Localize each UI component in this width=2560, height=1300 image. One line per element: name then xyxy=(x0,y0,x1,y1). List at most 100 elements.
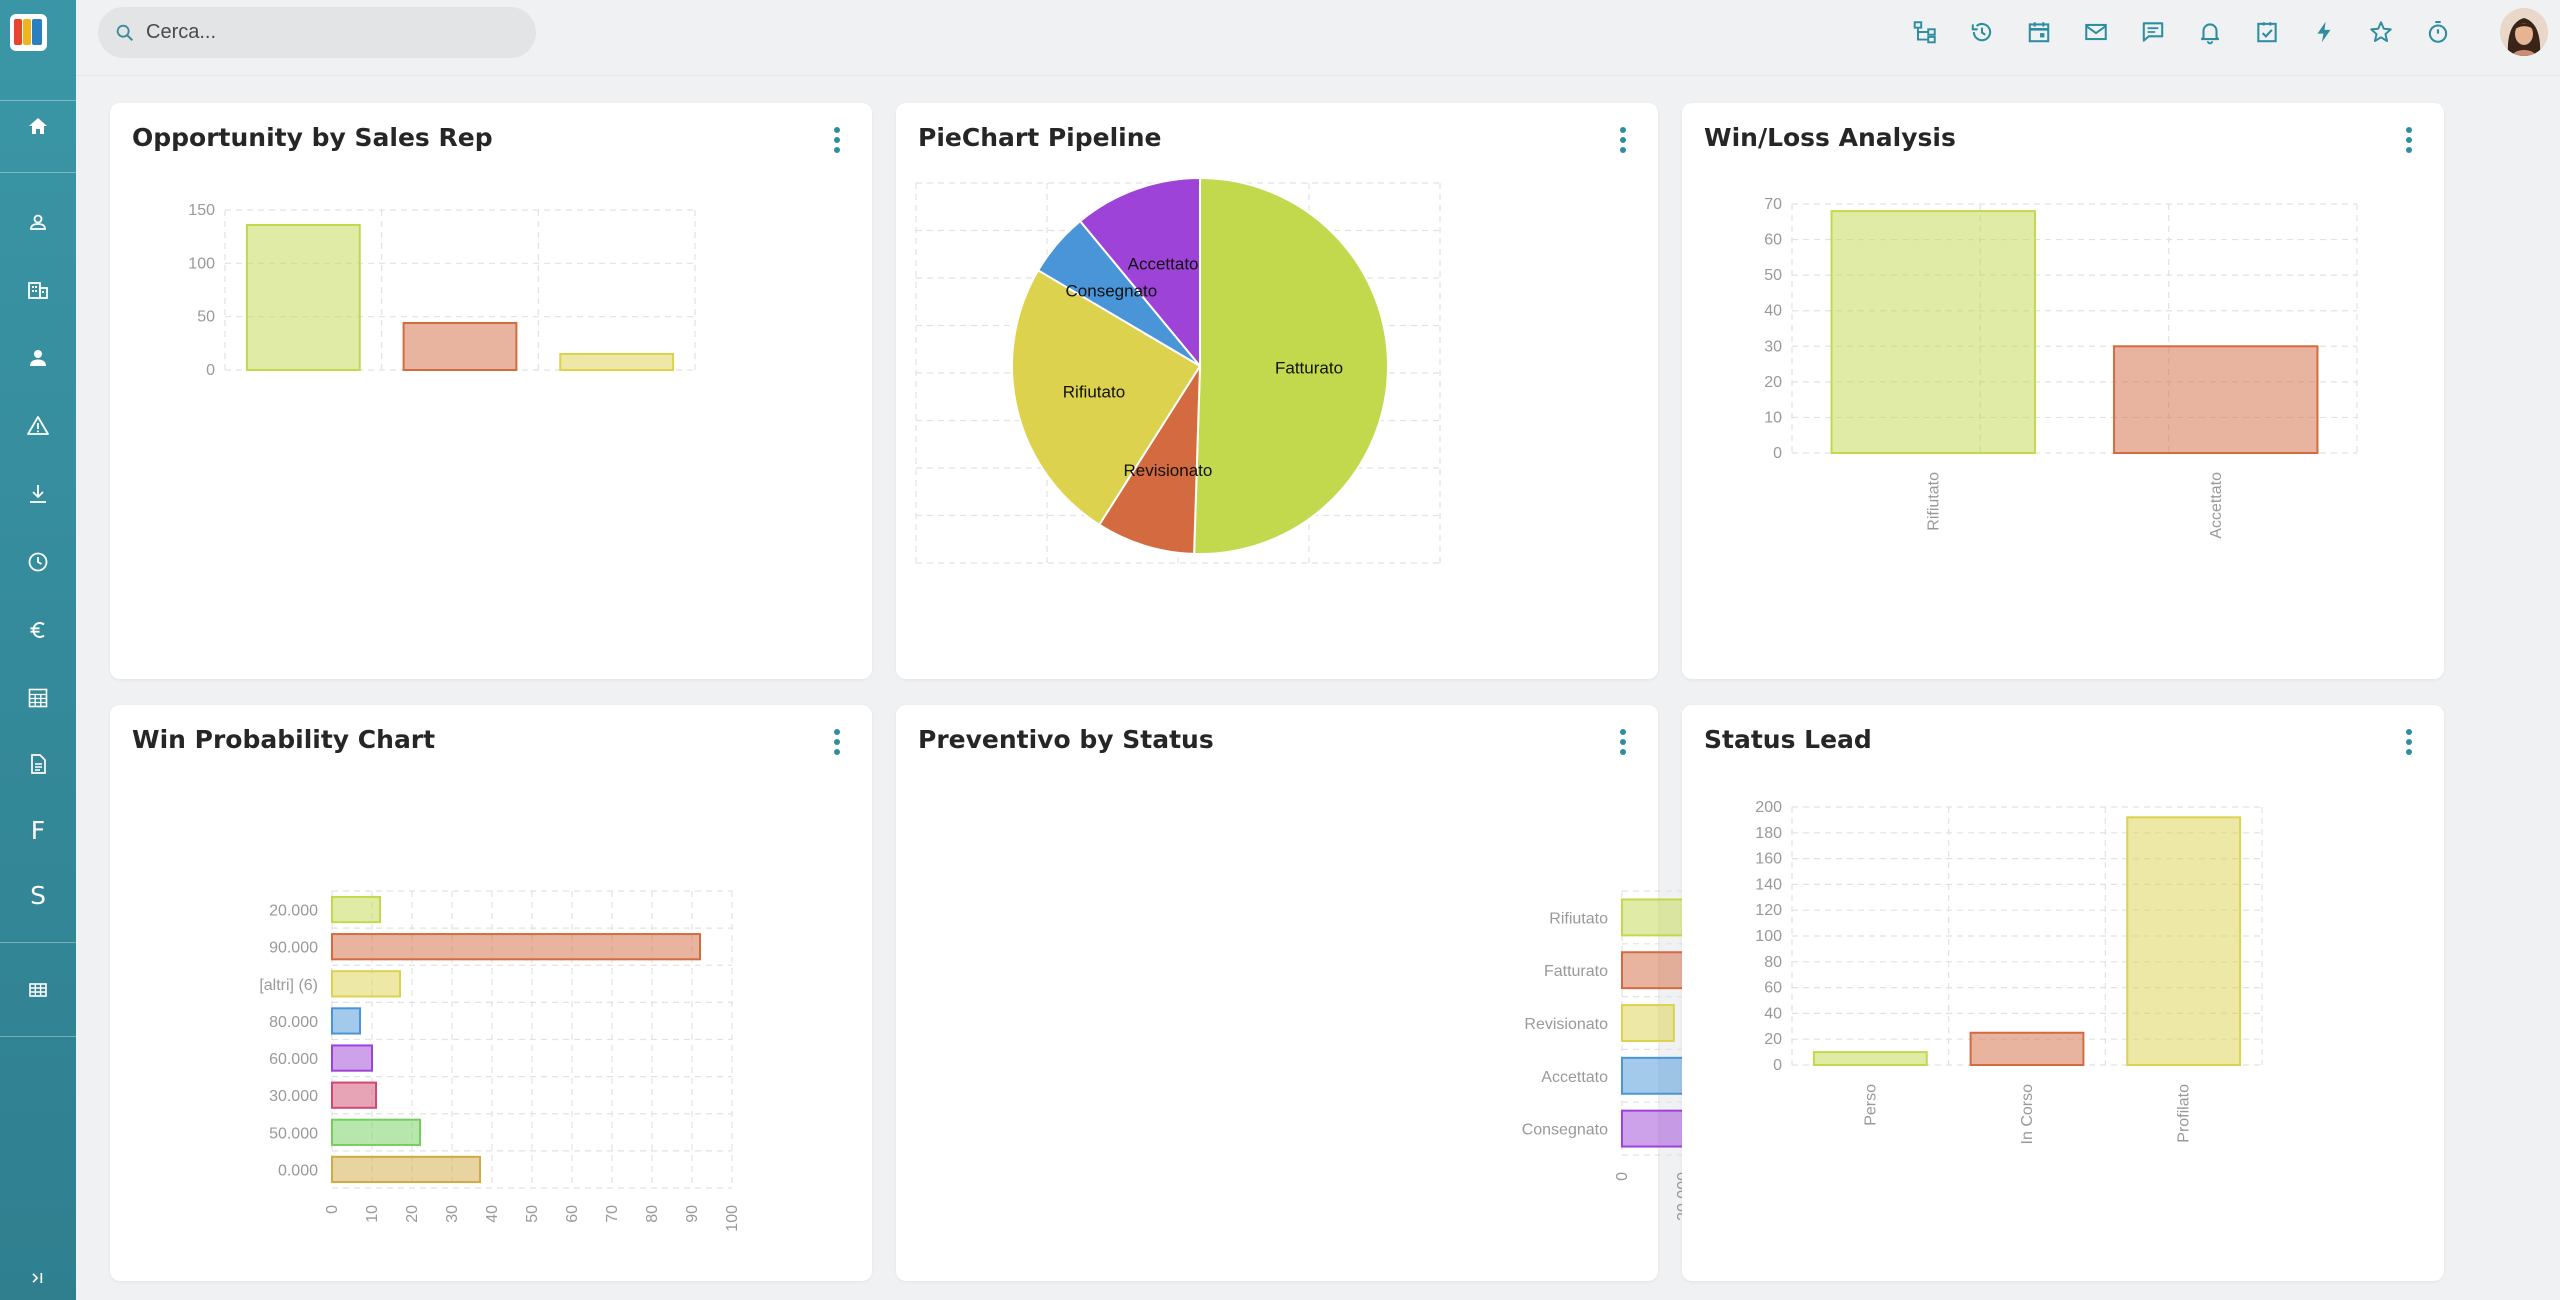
chat-icon xyxy=(2142,22,2164,42)
card-title: Win/Loss Analysis xyxy=(1704,123,1956,152)
history-button[interactable] xyxy=(1967,17,1997,47)
avatar[interactable] xyxy=(2500,8,2548,56)
card-menu-button[interactable] xyxy=(828,727,846,757)
card-menu-button[interactable] xyxy=(2400,727,2418,757)
history-icon xyxy=(1971,23,1992,42)
y-tick-label: 40 xyxy=(1764,303,1782,320)
chart-piechart-pipeline: Fatturato Revisionato Rifiutato Consegnato A… xyxy=(915,176,1441,564)
card-menu-button[interactable] xyxy=(2400,125,2418,155)
y-tick-label: 180 xyxy=(1755,825,1782,842)
sidebar-expand-button[interactable] xyxy=(0,1258,76,1298)
x-tick-label: 30 xyxy=(444,1205,461,1223)
pie-slice xyxy=(1193,176,1389,555)
chart-win-loss-analysis: 70 60 50 40 30 20 10 0 Rifiutato Accettato xyxy=(1764,196,2358,539)
sidebar-item-contacts[interactable] xyxy=(0,200,76,244)
card-title: Opportunity by Sales Rep xyxy=(132,123,493,152)
search-input[interactable] xyxy=(146,15,516,50)
card-title: Win Probability Chart xyxy=(132,725,436,754)
x-tick-label: 0 xyxy=(1614,1172,1631,1181)
card-menu-button[interactable] xyxy=(828,125,846,155)
x-tick-label: 60 xyxy=(564,1205,581,1223)
bar xyxy=(1969,1031,2085,1066)
sidebar-divider xyxy=(0,1036,76,1037)
y-tick-label: 100 xyxy=(188,255,215,272)
sidebar-divider xyxy=(0,942,76,943)
card-piechart-pipeline: PieChart Pipeline Fatturato Revisionato Ri… xyxy=(896,103,1658,679)
bar xyxy=(331,1007,361,1035)
y-tick-label: 70 xyxy=(1764,196,1782,213)
card-menu-button[interactable] xyxy=(1614,727,1632,757)
pie-slice xyxy=(1078,176,1201,369)
calendar-button[interactable] xyxy=(2024,17,2054,47)
sidebar-item-f[interactable]: F xyxy=(0,808,76,852)
y-category-label: 60.000 xyxy=(269,1051,318,1068)
sidebar-item-calculator[interactable] xyxy=(0,676,76,720)
y-category-label: 0.000 xyxy=(278,1162,318,1179)
mail-button[interactable] xyxy=(2081,17,2111,47)
y-tick-label: 140 xyxy=(1755,876,1782,893)
quick-actions-button[interactable] xyxy=(2309,17,2339,47)
bar xyxy=(1812,1051,1928,1067)
chart-preventivo-by-status: 020.00040.00060.00080.000100.000120.000R… xyxy=(1522,890,1997,1230)
y-tick-label: 50 xyxy=(197,309,215,326)
sidebar-item-alerts[interactable] xyxy=(0,404,76,448)
notifications-button[interactable] xyxy=(2195,17,2225,47)
y-tick-label: 0 xyxy=(206,362,215,379)
sidebar-item-home[interactable] xyxy=(0,104,76,148)
hierarchy-button[interactable] xyxy=(1910,17,1940,47)
y-tick-label: 120 xyxy=(1755,902,1782,919)
pie-label: Rifiutato xyxy=(1063,382,1125,401)
x-tick-label: 100 xyxy=(724,1205,741,1232)
sidebar-divider xyxy=(0,172,76,173)
sidebar-item-finance[interactable] xyxy=(0,608,76,652)
favorites-button[interactable] xyxy=(2366,17,2396,47)
card-title: PieChart Pipeline xyxy=(918,123,1162,152)
sidebar-item-documents[interactable] xyxy=(0,742,76,786)
chat-button[interactable] xyxy=(2138,17,2168,47)
hierarchy-icon xyxy=(1913,21,1936,44)
bar xyxy=(245,224,361,371)
chart-opportunity-by-sales-rep: 150 100 50 0 xyxy=(188,202,696,379)
bar xyxy=(1830,210,2036,454)
x-category-label: Profilato xyxy=(2176,1084,2193,1143)
euro-icon xyxy=(30,622,45,638)
sidebar-item-s[interactable]: S xyxy=(0,873,76,917)
y-category-label: Revisionato xyxy=(1524,1016,1608,1033)
y-tick-label: 150 xyxy=(188,202,215,219)
star-icon xyxy=(2370,21,2392,42)
card-status-lead: Status Lead 200 180 160 140 120 100 80 60 40 20 0 P… xyxy=(1682,705,2444,1281)
task-check-icon xyxy=(2257,22,2277,43)
app-logo[interactable] xyxy=(10,14,47,51)
sidebar-item-people[interactable] xyxy=(0,336,76,380)
y-category-label: 80.000 xyxy=(269,1014,318,1031)
x-category-label: Perso xyxy=(1862,1084,1879,1126)
y-tick-label: 60 xyxy=(1764,980,1782,997)
search-box[interactable] xyxy=(98,7,536,58)
y-tick-label: 20 xyxy=(1764,1031,1782,1048)
timer-button[interactable] xyxy=(2423,17,2453,47)
x-category-label: Rifiutato xyxy=(1925,472,1942,531)
tasks-button[interactable] xyxy=(2252,17,2282,47)
calendar-icon xyxy=(2028,22,2050,43)
sidebar-item-companies[interactable] xyxy=(0,268,76,312)
sidebar-item-grid[interactable] xyxy=(0,968,76,1012)
sidebar: F S xyxy=(0,0,76,1300)
sidebar-item-downloads[interactable] xyxy=(0,472,76,516)
clock-icon xyxy=(28,552,48,572)
bar xyxy=(331,895,381,924)
avatar-picture xyxy=(2500,8,2548,56)
expand-icon xyxy=(32,1273,43,1283)
calculator-icon xyxy=(28,688,48,708)
card-menu-button[interactable] xyxy=(1614,125,1632,155)
bar xyxy=(331,933,701,961)
bar xyxy=(2126,816,2242,1066)
lightning-icon xyxy=(2317,21,2331,43)
sidebar-item-history[interactable] xyxy=(0,540,76,584)
home-icon xyxy=(29,118,47,134)
y-tick-label: 10 xyxy=(1764,409,1782,426)
grid-icon xyxy=(29,983,47,997)
bar xyxy=(331,970,401,998)
bar xyxy=(402,322,518,371)
building-icon xyxy=(28,282,48,299)
